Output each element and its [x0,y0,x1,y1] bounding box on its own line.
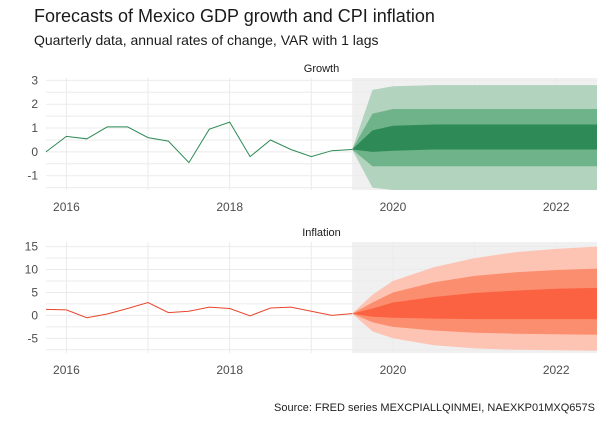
chart-title: Forecasts of Mexico GDP growth and CPI i… [34,6,435,26]
inflation-history-line [45,301,353,319]
inflation-y-tick-label: 0 [31,308,38,322]
growth-y-tick-label: 0 [31,145,38,159]
forecast-chart: Growth -1 0 1 2 3 2016 2018 2020 2022 Inflation -5 0… [25,63,597,377]
source-caption: Source: FRED series MEXCPIALLQINMEI, NAE… [274,402,595,414]
chart-subtitle: Quarterly data, annual rates of change, … [34,32,379,48]
inflation-x-tick-label: 2016 [53,363,80,377]
growth-x-tick-label: 2022 [543,200,570,214]
growth-band-20 [352,124,597,152]
growth-panel: Growth -1 0 1 2 3 2016 2018 2020 2022 [27,63,597,214]
inflation-band-20 [352,287,597,320]
inflation-panel: Inflation -5 0 5 10 15 2016 2018 2020 2022 [25,227,597,377]
growth-y-tick-label: 3 [31,73,38,87]
inflation-x-tick-label: 2020 [380,363,407,377]
inflation-x-tick-label: 2018 [216,363,243,377]
inflation-y-tick-label: 5 [31,285,38,299]
growth-history-line [45,121,353,164]
growth-x-tick-label: 2020 [380,200,407,214]
inflation-y-tick-label: 10 [25,263,39,277]
growth-y-tick-label: -1 [27,169,38,183]
growth-y-tick-label: 2 [31,97,38,111]
growth-y-tick-label: 1 [31,121,38,135]
growth-x-tick-label: 2018 [216,200,243,214]
growth-x-tick-label: 2016 [53,200,80,214]
inflation-y-tick-label: -5 [27,331,38,345]
growth-panel-title: Growth [304,63,339,75]
inflation-panel-title: Inflation [302,227,341,239]
inflation-x-tick-label: 2022 [543,363,570,377]
inflation-y-tick-label: 15 [25,240,39,254]
